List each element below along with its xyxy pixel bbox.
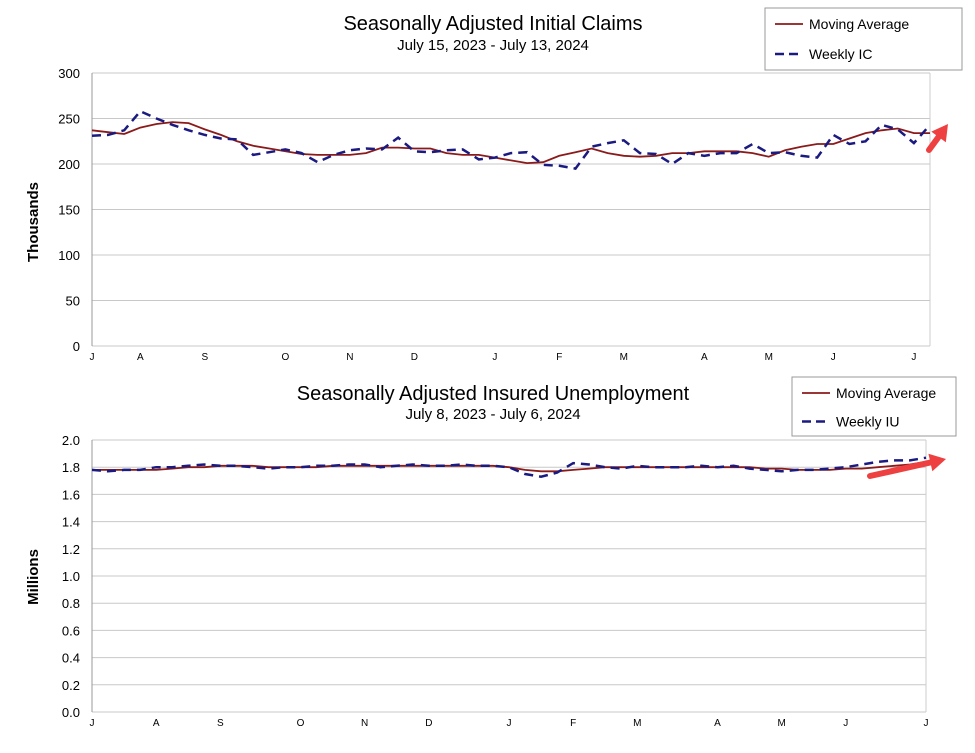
x-tick-label: A [153, 718, 160, 729]
series-line-weekly-ic [91, 109, 931, 170]
x-tick-label: A [701, 352, 708, 363]
x-tick-label: A [714, 718, 721, 729]
y-tick-label: 50 [66, 294, 80, 309]
x-tick-label: N [361, 718, 368, 729]
y-tick-label: 0.6 [62, 623, 80, 638]
x-tick-label: M [620, 352, 628, 363]
y-tick-label: 0.2 [62, 678, 80, 693]
arrow-shaft [867, 459, 934, 479]
chart-subtitle: July 8, 2023 - July 6, 2024 [405, 406, 580, 423]
legend: Moving Average Weekly IU [791, 376, 957, 437]
arrow-head [928, 453, 946, 472]
legend: Moving Average Weekly IC [764, 7, 963, 71]
insured-unemployment-chart: Seasonally Adjusted Insured Unemployment… [25, 376, 957, 729]
legend-box [791, 376, 957, 437]
y-tick-label: 1.2 [62, 542, 80, 557]
chart-title: Seasonally Adjusted Initial Claims [343, 13, 642, 35]
y-tick-label: 150 [58, 203, 80, 218]
x-tick-label: M [777, 718, 785, 729]
x-tick-label: M [633, 718, 641, 729]
x-tick-label: O [281, 352, 289, 363]
arrow-shaft [926, 133, 942, 153]
x-tick-label: N [346, 352, 353, 363]
x-tick-label: J [911, 352, 916, 363]
y-tick-label: 300 [58, 66, 80, 81]
x-tick-label: S [217, 718, 224, 729]
y-tick-label: 1.8 [62, 460, 80, 475]
y-tick-label: 2.0 [62, 433, 80, 448]
x-tick-label: D [411, 352, 418, 363]
arrow-head [931, 124, 948, 143]
x-tick-label: A [137, 352, 144, 363]
y-axis-label: Millions [25, 549, 42, 605]
y-tick-label: 0.8 [62, 596, 80, 611]
y-tick-label: 250 [58, 112, 80, 127]
x-tick-label: J [831, 352, 836, 363]
x-tick-label: M [765, 352, 773, 363]
x-tick-label: F [556, 352, 562, 363]
x-tick-label: J [507, 718, 512, 729]
x-tick-label: D [425, 718, 432, 729]
series-line-weekly-iu [91, 456, 927, 478]
y-tick-label: 1.6 [62, 487, 80, 502]
chart-title: Seasonally Adjusted Insured Unemployment [297, 383, 690, 405]
legend-label: Weekly IU [836, 414, 900, 430]
x-tick-label: J [843, 718, 848, 729]
x-tick-label: F [570, 718, 576, 729]
x-tick-label: J [492, 352, 497, 363]
x-tick-label: O [297, 718, 305, 729]
legend-box [764, 7, 963, 71]
trend-arrow-icon [926, 124, 948, 153]
legend-label: Moving Average [836, 385, 936, 401]
x-tick-label: J [90, 352, 95, 363]
x-tick-label: J [924, 718, 929, 729]
x-tick-label: J [90, 718, 95, 729]
chart-subtitle: July 15, 2023 - July 13, 2024 [397, 37, 589, 54]
y-tick-label: 0.0 [62, 705, 80, 720]
y-tick-label: 0.4 [62, 651, 80, 666]
legend-label: Weekly IC [809, 46, 873, 62]
initial-claims-chart: Seasonally Adjusted Initial Claims July … [25, 7, 963, 363]
legend-label: Moving Average [809, 16, 909, 32]
x-tick-label: S [201, 352, 208, 363]
y-tick-label: 200 [58, 157, 80, 172]
y-tick-label: 1.0 [62, 569, 80, 584]
y-axis-label: Thousands [25, 182, 42, 262]
y-tick-label: 1.4 [62, 515, 80, 530]
trend-arrow-icon [867, 453, 946, 479]
y-tick-label: 0 [73, 339, 80, 354]
y-tick-label: 100 [58, 248, 80, 263]
